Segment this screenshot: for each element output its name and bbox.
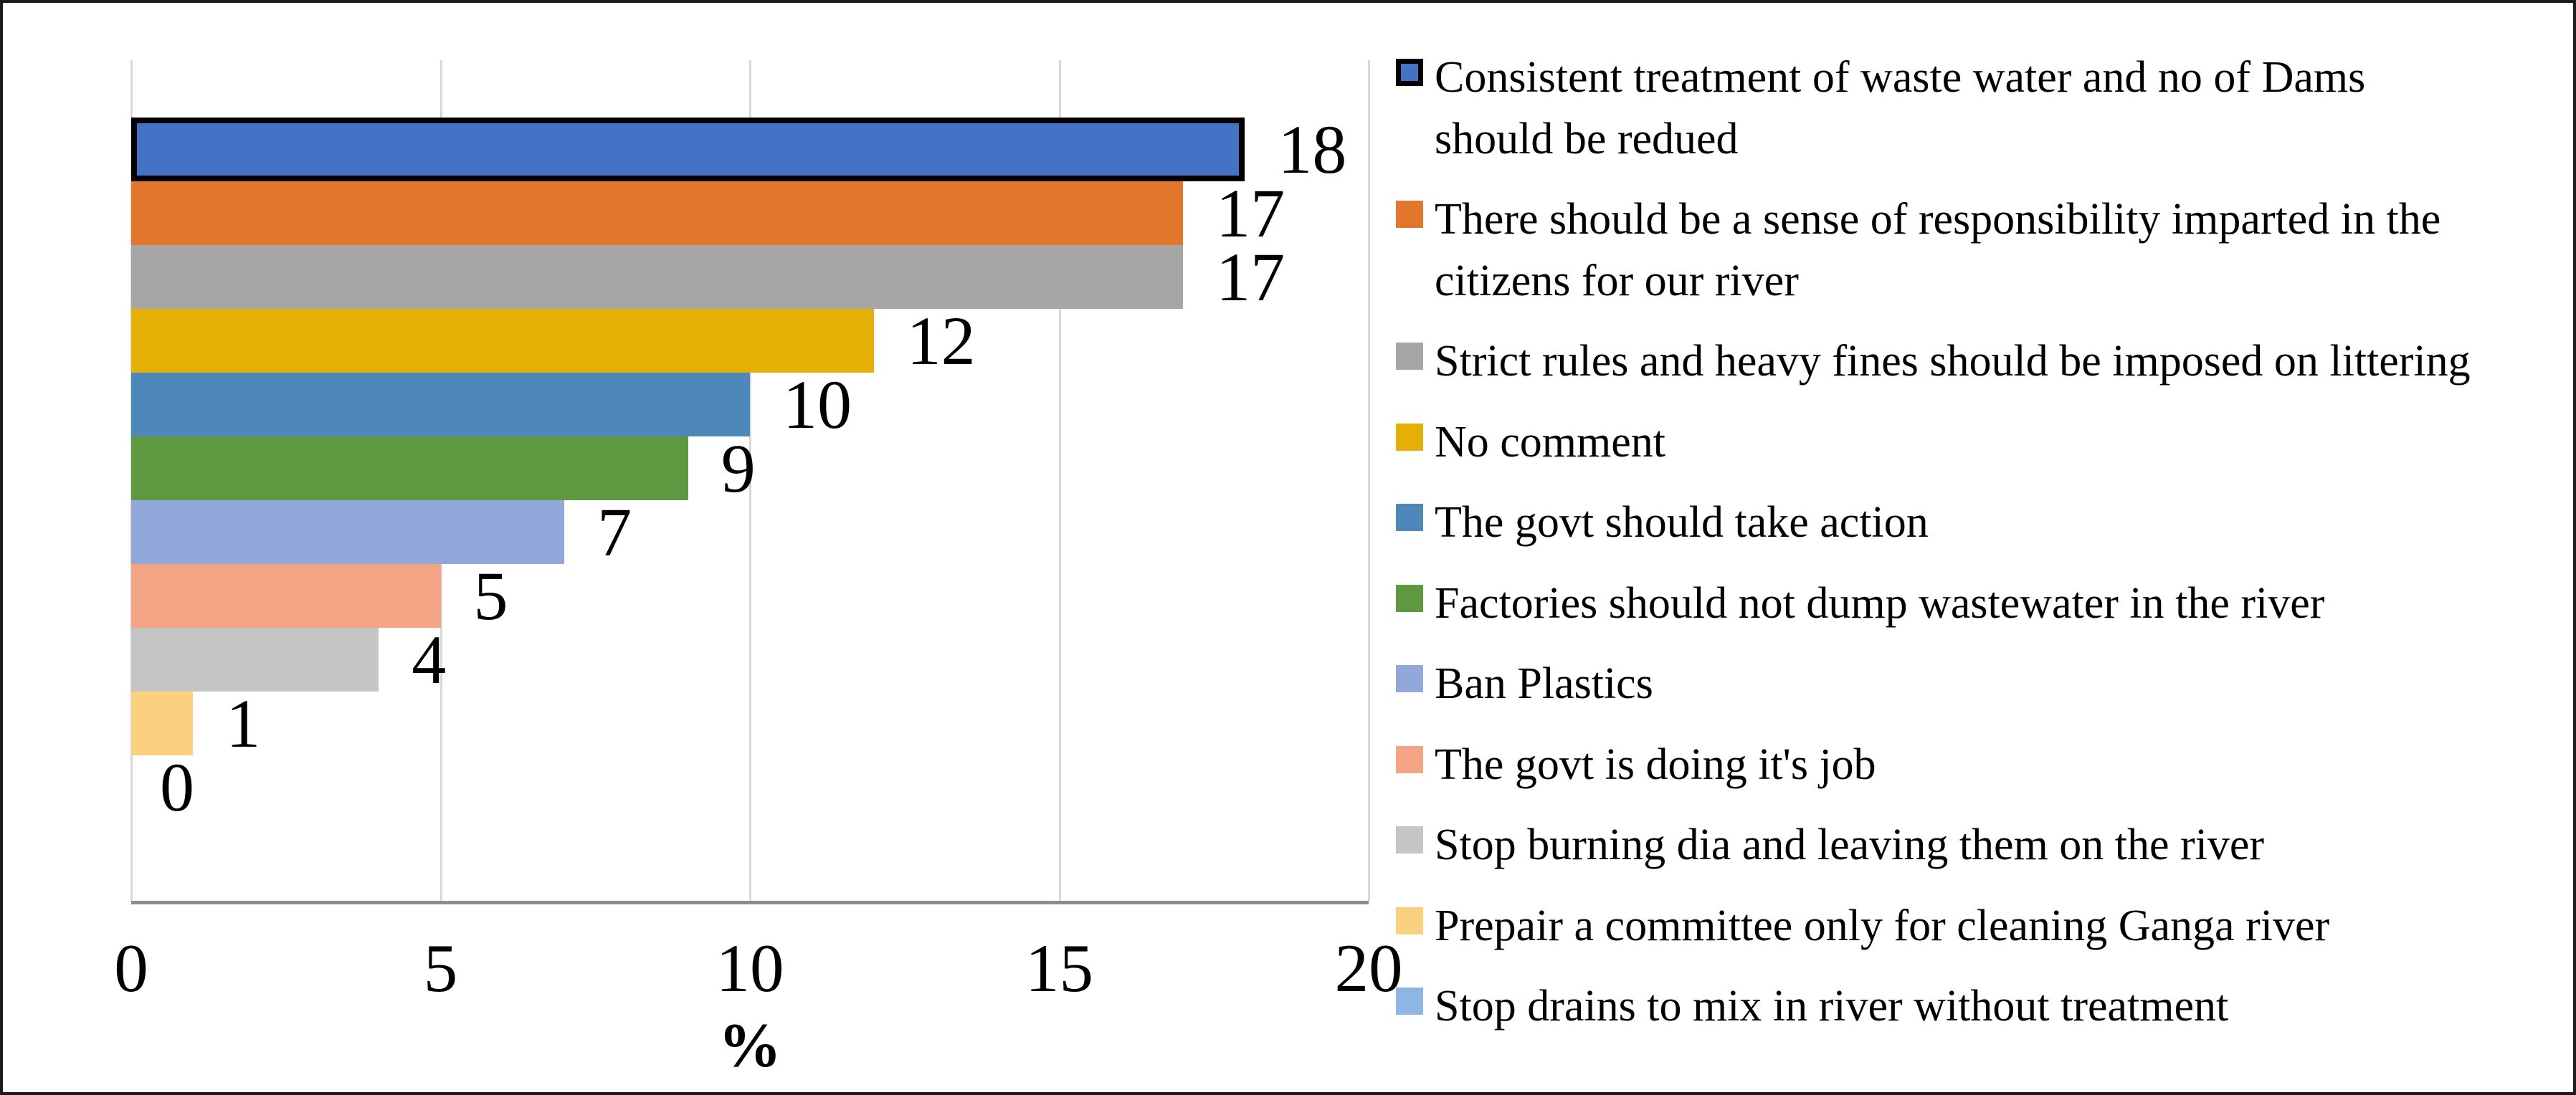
legend-item-label: Strict rules and heavy fines should be i… [1435,337,2471,386]
x-tick-label: 5 [423,930,458,1006]
bar [131,500,565,564]
legend-item-label: Stop burning dia and leaving them on the… [1435,821,2265,870]
legend-swatch-icon [1396,59,1423,86]
legend-swatch-icon [1396,201,1423,229]
gridline [1058,60,1061,901]
bar-row: 9 [131,429,1369,507]
bar [131,436,688,500]
legend-item: Ban Plastics [1396,654,2563,715]
bar-value-label: 1 [226,684,261,762]
legend-item-label: There should be a sense of responsibilit… [1435,195,2441,305]
x-tick-label: 10 [716,930,784,1006]
x-tick-label: 0 [114,930,148,1006]
legend-item-label: Factories should not dump wastewater in … [1435,578,2325,628]
legend-swatch-icon [1396,907,1423,934]
bar-value-label: 7 [597,493,632,570]
legend-item: Stop drains to mix in river without trea… [1396,976,2563,1038]
legend-item-label: The govt is doing it's job [1435,740,1876,789]
x-axis-title: % [718,1011,781,1081]
legend-item: Prepair a committee only for cleaning Ga… [1396,896,2563,957]
bar-row: 1 [131,684,1369,762]
legend-item-label: Consistent treatment of waste water and … [1435,53,2366,163]
legend-item: Strict rules and heavy fines should be i… [1396,331,2563,393]
legend-swatch-icon [1396,988,1423,1015]
legend-swatch-icon [1396,343,1423,370]
bar [131,118,1245,181]
legend-swatch-icon [1396,584,1423,612]
legend-item: No comment [1396,412,2563,474]
bar-row: 10 [131,365,1369,443]
bar-row: 17 [131,238,1369,315]
bar-value-label: 17 [1216,238,1285,315]
legend-swatch-icon [1396,665,1423,693]
bar-value-label: 0 [160,748,194,826]
bar-value-label: 5 [473,557,508,634]
bar-value-label: 18 [1278,110,1347,188]
bar-value-label: 17 [1216,174,1285,252]
gridline [749,60,751,901]
legend-swatch-icon [1396,826,1423,854]
plot-area: 18 17 17 12 10 9 7 5 4 1 [130,60,1370,904]
bar-row: 7 [131,493,1369,570]
legend-item-label: Prepair a committee only for cleaning Ga… [1435,901,2330,950]
bars: 18 17 17 12 10 9 7 5 4 1 [131,110,1369,826]
bar-row: 4 [131,621,1369,698]
legend-item-label: No comment [1435,417,1665,467]
legend-item-label: Ban Plastics [1435,659,1653,709]
bar [131,373,750,436]
legend-swatch-icon [1396,745,1423,773]
bar-row: 17 [131,174,1369,252]
legend-item: Consistent treatment of waste water and … [1396,47,2563,170]
bar-value-label: 12 [906,302,976,379]
legend-item-label: Stop drains to mix in river without trea… [1435,982,2229,1031]
legend-item-label: The govt should take action [1435,498,1929,548]
x-tick-label: 15 [1025,930,1093,1006]
bar [131,564,441,628]
bar [131,245,1184,309]
legend-item: Factories should not dump wastewater in … [1396,573,2563,635]
bar [131,692,194,755]
x-tick-label: 20 [1334,930,1403,1006]
bar-row: 0 [131,748,1369,826]
bar-row: 12 [131,302,1369,379]
legend-item: The govt should take action [1396,492,2563,554]
legend-swatch-icon [1396,423,1423,451]
bar [131,628,379,692]
bar-value-label: 9 [721,429,756,507]
bar [131,181,1184,245]
legend-item: The govt is doing it's job [1396,735,2563,796]
legend-item: Stop burning dia and leaving them on the… [1396,815,2563,876]
bar-row: 5 [131,557,1369,634]
bar-value-label: 4 [412,621,447,698]
legend-item: There should be a sense of responsibilit… [1396,189,2563,312]
gridline [1368,60,1370,901]
x-tick-labels: 0 5 10 15 20 [114,930,1402,1013]
legend: Consistent treatment of waste water and … [1396,47,2563,1038]
legend-swatch-icon [1396,504,1423,532]
bar-row: 18 [131,110,1369,188]
bar-value-label: 10 [783,365,852,443]
bar [131,309,874,373]
